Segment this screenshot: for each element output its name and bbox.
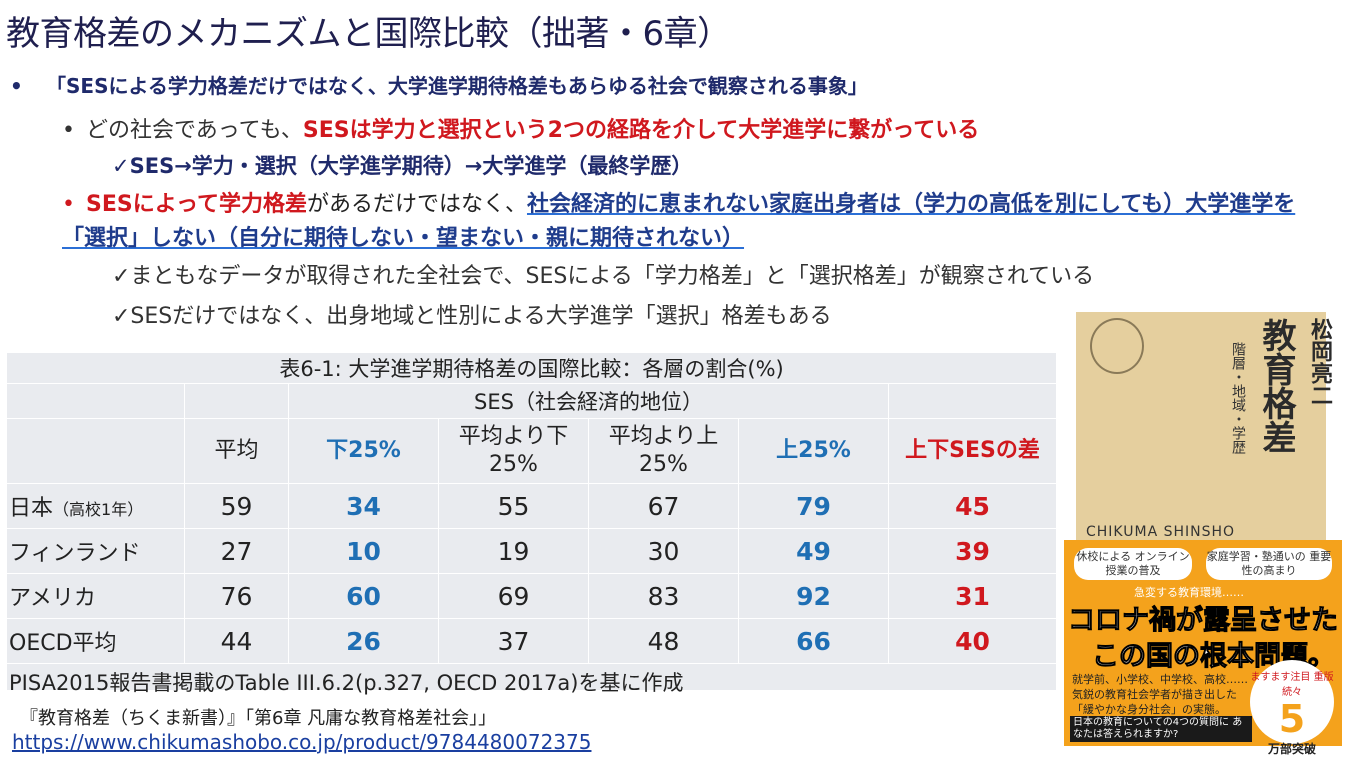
cell-low: 34 bbox=[288, 483, 439, 529]
table-caption: 表6-1: 大学進学期待格差の国際比較：各層の割合(%) bbox=[5, 352, 1058, 384]
check-3: ✓SESだけではなく、出身地域と性別による大学進学「選択」格差もある bbox=[112, 304, 832, 329]
header-below: 平均より下25% bbox=[438, 418, 589, 484]
comparison-table: 表6-1: 大学進学期待格差の国際比較：各層の割合(%) SES（社会経済的地位… bbox=[5, 352, 1058, 701]
row-name: OECD平均 bbox=[6, 618, 185, 664]
obi-pill-1: 休校による オンライン授業の普及 bbox=[1074, 548, 1192, 580]
table-row: OECD平均 44 26 37 48 66 40 bbox=[6, 618, 1058, 664]
book-subtitle: 階層・地域・学歴 bbox=[1230, 342, 1246, 454]
obi-pill-2: 家庭学習・塾通いの 重要性の高まり bbox=[1206, 548, 1332, 580]
cell-diff: 39 bbox=[887, 528, 1058, 574]
cell-above: 83 bbox=[588, 573, 739, 619]
cell-avg: 27 bbox=[184, 528, 289, 574]
seal-icon bbox=[1090, 318, 1144, 374]
cell-low: 10 bbox=[288, 528, 439, 574]
page-title: 教育格差のメカニズムと国際比較（拙著・6章） bbox=[6, 14, 731, 54]
cell-below: 19 bbox=[438, 528, 589, 574]
table-row: アメリカ 76 60 69 83 92 31 bbox=[6, 573, 1058, 619]
cell-avg: 76 bbox=[184, 573, 289, 619]
bullet-1: • 「SESによる学力格差だけではなく、大学進学期待格差もあらゆる社会で観察される… bbox=[10, 70, 868, 99]
book-publisher: CHIKUMA SHINSHO bbox=[1086, 524, 1236, 540]
cell-avg: 44 bbox=[184, 618, 289, 664]
obi-headline-1: コロナ禍が露呈させた bbox=[1068, 605, 1339, 637]
cell-above: 30 bbox=[588, 528, 739, 574]
cell-above: 67 bbox=[588, 483, 739, 529]
bullet-2-prefix: どの社会であっても、 bbox=[86, 118, 303, 143]
header-avg: 平均 bbox=[184, 418, 289, 484]
obi-sales-badge: ますます注目 重版続々 5 万部突破 bbox=[1250, 660, 1334, 756]
table-header-row: 平均 下25% 平均より下25% 平均より上25% 上25% 上下SESの差 bbox=[6, 418, 1058, 484]
ses-header: SES（社会経済的地位） bbox=[288, 383, 889, 419]
book-title: 教育格差 bbox=[1256, 318, 1296, 454]
book-author: 松岡亮二 bbox=[1307, 318, 1333, 406]
table-source: PISA2015報告書掲載のTable III.6.2(p.327, OECD … bbox=[5, 663, 1058, 701]
obi-description: 就学前、小学校、中学校、高校…… 気鋭の教育社会学者が描き出した 「緩やかな身分… bbox=[1072, 673, 1248, 716]
bullet-2-emphasis: SESは学力と選択という2つの経路を介して大学進学に繋がっている bbox=[302, 118, 980, 143]
badge-unit: 万部突破 bbox=[1267, 742, 1316, 756]
row-note: （高校1年） bbox=[53, 500, 144, 519]
cell-below: 69 bbox=[438, 573, 589, 619]
obi-question-box: 日本の教育についての4つの質問に あなたは答えられますか? bbox=[1070, 716, 1252, 742]
cell-high: 92 bbox=[738, 573, 889, 619]
cell-below: 37 bbox=[438, 618, 589, 664]
bullet-dot: • bbox=[10, 74, 23, 98]
bullet-3-blue: 社会経済的に恵まれない家庭出身者は（学力の高低を別にしても）大学進学を「選択」し… bbox=[62, 192, 1296, 251]
cell-high: 79 bbox=[738, 483, 889, 529]
cell-below: 55 bbox=[438, 483, 589, 529]
cell-diff: 45 bbox=[887, 483, 1058, 529]
check-2: ✓まともなデータが取得された全社会で、SESによる「学力格差」と「選択格差」が観… bbox=[112, 264, 1095, 289]
cell-high: 66 bbox=[738, 618, 889, 664]
cell-high: 49 bbox=[738, 528, 889, 574]
row-name: 日本 bbox=[9, 496, 54, 521]
book-cover: 階層・地域・学歴 教育格差 松岡亮二 CHIKUMA SHINSHO 休校による… bbox=[1064, 312, 1342, 756]
table-row: フィンランド 27 10 19 30 49 39 bbox=[6, 528, 1058, 574]
cell-above: 48 bbox=[588, 618, 739, 664]
bullet-dot: • bbox=[62, 118, 75, 143]
book-reference: 『教育格差（ちくま新書）』「第6章 凡庸な教育格差社会」」 bbox=[20, 708, 497, 729]
row-name: アメリカ bbox=[6, 573, 185, 619]
header-above: 平均より上25% bbox=[588, 418, 739, 484]
badge-number: 5 bbox=[1278, 697, 1306, 741]
obi-small-text: 急変する教育環境…… bbox=[1134, 586, 1244, 599]
cell-low: 26 bbox=[288, 618, 439, 664]
cell-low: 60 bbox=[288, 573, 439, 619]
row-name: フィンランド bbox=[6, 528, 185, 574]
book-url-link[interactable]: https://www.chikumashobo.co.jp/product/9… bbox=[12, 730, 592, 754]
cell-diff: 31 bbox=[887, 573, 1058, 619]
book-cover-top: 階層・地域・学歴 教育格差 松岡亮二 CHIKUMA SHINSHO bbox=[1076, 312, 1333, 542]
bullet-3-red: SESによって学力格差 bbox=[86, 192, 307, 217]
badge-top-text: ますます注目 重版続々 bbox=[1250, 672, 1334, 698]
header-diff: 上下SESの差 bbox=[887, 418, 1058, 484]
bullet-1-text: 「SESによる学力格差だけではなく、大学進学期待格差もあらゆる社会で観察される事… bbox=[46, 74, 868, 98]
header-low: 下25% bbox=[288, 418, 439, 484]
table-row: 日本（高校1年） 59 34 55 67 79 45 bbox=[6, 483, 1058, 529]
header-high: 上25% bbox=[738, 418, 889, 484]
cell-avg: 59 bbox=[184, 483, 289, 529]
bullet-3-mid: があるだけではなく、 bbox=[306, 192, 527, 217]
bullet-2: • どの社会であっても、SESは学力と選択という2つの経路を介して大学進学に繋がっ… bbox=[62, 112, 979, 144]
check-1: ✓SES→学力・選択（大学進学期待）→大学進学（最終学歴） bbox=[112, 154, 693, 178]
cell-diff: 40 bbox=[887, 618, 1058, 664]
bullet-3: • SESによって学力格差があるだけではなく、社会経済的に恵まれない家庭出身者は（… bbox=[62, 188, 1312, 256]
bullet-dot: • bbox=[62, 192, 75, 217]
book-obi-band: 休校による オンライン授業の普及 家庭学習・塾通いの 重要性の高まり 急変する教… bbox=[1064, 540, 1342, 756]
